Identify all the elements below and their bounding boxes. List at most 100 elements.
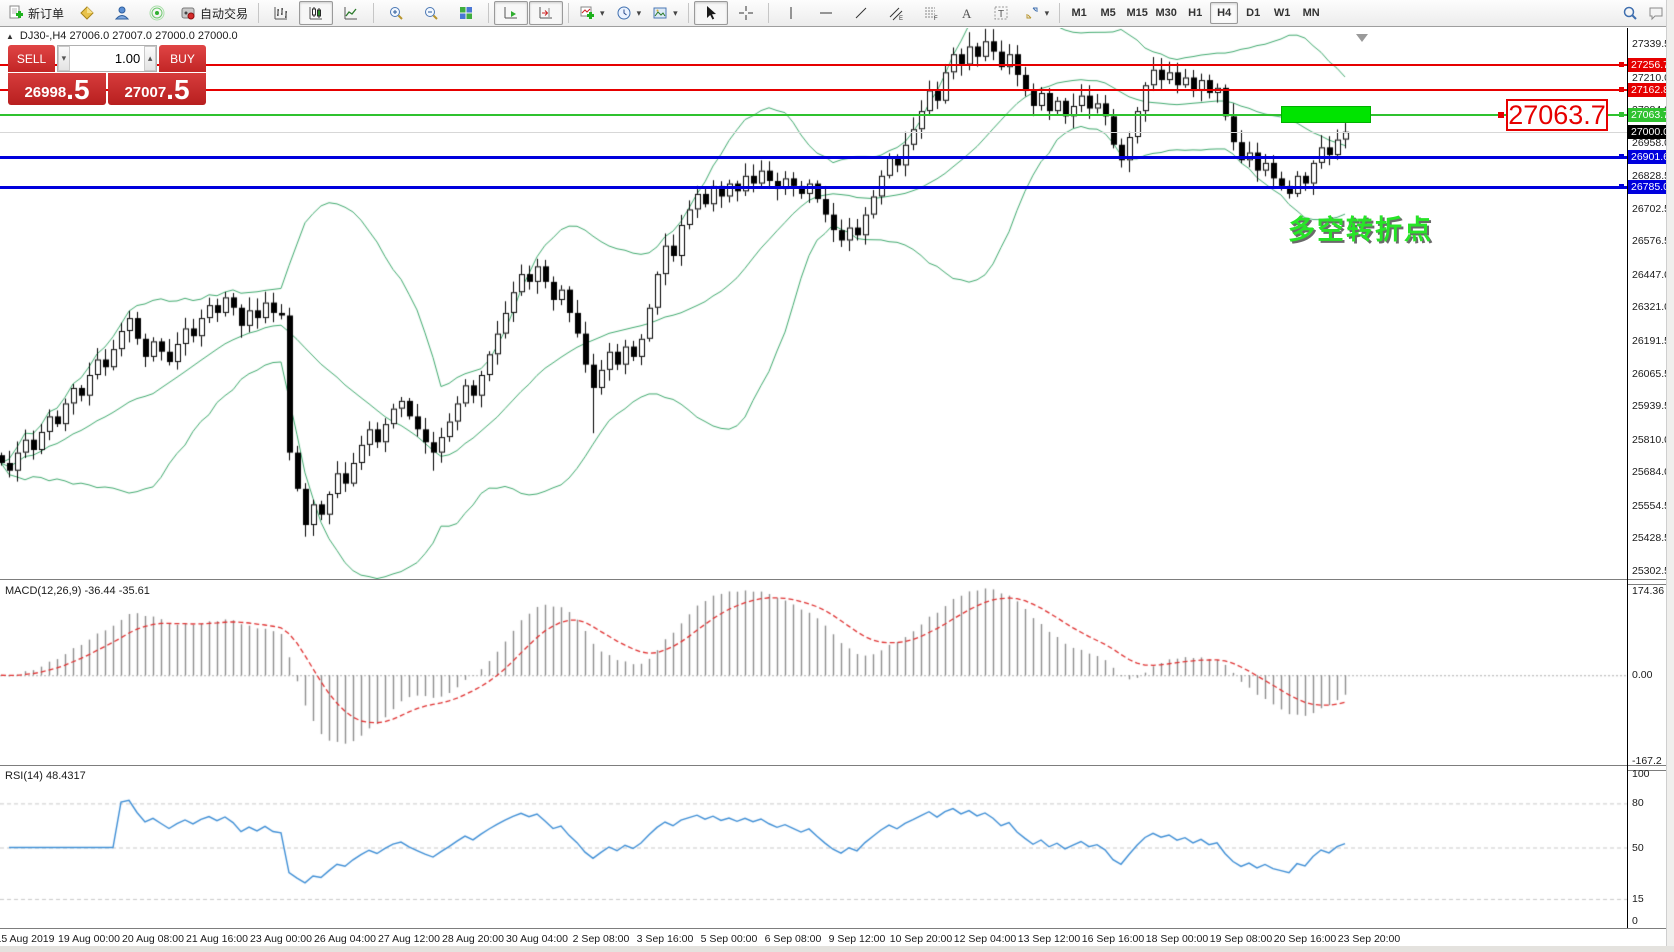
timeframe-button-m30[interactable]: M30	[1155, 7, 1177, 19]
candlestick-chart-button[interactable]	[299, 1, 334, 25]
price-tick-label: -167.2	[1632, 755, 1662, 767]
price-tick-label: 0	[1632, 915, 1638, 927]
trendline-button[interactable]	[844, 1, 878, 25]
vertical-line-button[interactable]	[774, 1, 808, 25]
rsi-label: RSI(14) 48.4317	[5, 770, 86, 782]
volume-increase-button[interactable]: ▴	[144, 46, 156, 71]
price-tick-label: 26702.5	[1632, 203, 1670, 215]
arrows-shapes-icon	[1026, 7, 1038, 19]
supply-zone-rectangle[interactable]	[1281, 106, 1371, 123]
volume-input[interactable]	[69, 46, 145, 71]
turning-point-annotation[interactable]: 多空转折点	[1288, 215, 1433, 245]
price-tick-label: 50	[1632, 842, 1644, 854]
toolbar-separator	[373, 3, 375, 23]
line-handle[interactable]	[1619, 62, 1624, 67]
horizontal-line-button[interactable]	[809, 1, 843, 25]
line-handle[interactable]	[1619, 184, 1624, 189]
time-axis-label: 3 Sep 16:00	[636, 933, 694, 945]
price-tick-label: 80	[1632, 797, 1644, 809]
horizontal-level-line-26785.0[interactable]	[0, 184, 1627, 189]
timeframe-button-m5[interactable]: M5	[1100, 7, 1116, 19]
templates-dropdown[interactable]: ▾	[647, 1, 683, 25]
text-label-button[interactable]: T	[984, 1, 1018, 25]
signals-button[interactable]	[140, 1, 174, 25]
timeframe-button-h1[interactable]: H1	[1188, 7, 1203, 19]
horizontal-level-line-27063.7[interactable]	[0, 112, 1627, 117]
line-handle[interactable]	[1619, 87, 1624, 92]
horizontal-level-line-27162.8[interactable]	[0, 87, 1627, 92]
price-tick-label: 26828.5	[1632, 170, 1670, 182]
caret-down-icon: ▾	[600, 7, 605, 18]
zoom-in-icon	[390, 7, 403, 20]
cursor-button[interactable]	[693, 1, 728, 25]
line-chart-button[interactable]	[334, 1, 368, 25]
price-tick-label: 27210.0	[1632, 72, 1670, 84]
price-label-colored: 27256.7	[1628, 58, 1674, 72]
big-price-callout[interactable]: 27063.7	[1506, 99, 1608, 131]
toolbar-separator	[767, 3, 769, 23]
buy-button[interactable]: BUY	[159, 45, 206, 72]
price-tick-label: 25428.5	[1632, 532, 1670, 544]
sell-button[interactable]: SELL	[8, 45, 55, 72]
line-handle[interactable]	[1619, 154, 1624, 159]
svg-text:A: A	[962, 6, 972, 21]
toolbar-separator	[568, 3, 570, 23]
time-axis-label: 9 Sep 12:00	[828, 933, 886, 945]
volume-decrease-button[interactable]: ▾	[58, 46, 70, 71]
symbol-ohlc-text: DJ30-,H4 27006.0 27007.0 27000.0 27000.0	[19, 30, 238, 42]
zoom-out-button[interactable]	[414, 1, 448, 25]
timeframe-button-h4[interactable]: H4	[1210, 2, 1239, 24]
zoom-in-button[interactable]	[379, 1, 413, 25]
crosshair-icon	[738, 6, 753, 20]
buy-price-pips: .5	[166, 74, 190, 105]
timeframe-button-d1[interactable]: D1	[1246, 7, 1261, 19]
text-button[interactable]: A	[949, 1, 983, 25]
equidistant-channel-button[interactable]: E	[879, 1, 913, 25]
time-axis-label: 21 Aug 16:00	[186, 933, 248, 945]
price-tick-label: 26321.0	[1632, 301, 1670, 313]
timeframe-button-mn[interactable]: MN	[1302, 7, 1320, 19]
new-chart-dropdown[interactable]: ▾	[574, 1, 610, 25]
community-button[interactable]	[105, 1, 139, 25]
autotrading-button[interactable]: 自动交易	[175, 1, 253, 25]
horizontal-level-line-26901.6[interactable]	[0, 154, 1627, 159]
crosshair-button[interactable]	[729, 1, 763, 25]
chart-shift-marker-icon[interactable]	[1356, 34, 1368, 42]
time-axis-label: 30 Aug 04:00	[506, 933, 568, 945]
price-tick-label: 0.00	[1632, 669, 1653, 681]
sell-price-tile[interactable]: 26998.5	[8, 73, 106, 105]
timeframe-button-w1[interactable]: W1	[1273, 7, 1291, 19]
bar-chart-icon	[274, 7, 288, 20]
chat-icon[interactable]	[1648, 5, 1664, 21]
autoscroll-button[interactable]	[494, 1, 529, 25]
rsi-canvas[interactable]	[0, 768, 1627, 928]
text-a-icon: A	[962, 6, 972, 21]
price-tick-label: 15	[1632, 893, 1644, 905]
one-click-trade-panel: SELL ▾ ▴ BUY 26998.5 27007.5	[8, 45, 206, 105]
line-handle[interactable]	[1619, 112, 1624, 117]
chart-shift-icon	[539, 7, 553, 19]
chart-shift-button[interactable]	[529, 1, 564, 25]
timeframe-button-m1[interactable]: M1	[1071, 7, 1087, 19]
horizontal-level-line-27256.7[interactable]	[0, 62, 1627, 67]
buy-price-tile[interactable]: 27007.5	[108, 73, 206, 105]
toolbar-separator	[687, 3, 689, 23]
price-label-colored: 26901.6	[1628, 150, 1674, 164]
periods-dropdown[interactable]: ▾	[611, 1, 647, 25]
macd-canvas[interactable]	[0, 583, 1627, 765]
price-label-colored: 27000.0	[1628, 125, 1674, 139]
price-tick-label: 26958.0	[1632, 137, 1670, 149]
bar-chart-button[interactable]	[264, 1, 298, 25]
arrows-dropdown[interactable]: ▾	[1019, 1, 1055, 25]
search-icon[interactable]	[1622, 5, 1638, 21]
tile-windows-button[interactable]	[449, 1, 483, 25]
collapse-panel-icon[interactable]: ▲	[6, 31, 14, 41]
main-chart-canvas[interactable]	[0, 28, 1627, 579]
timeframe-button-m15[interactable]: M15	[1126, 7, 1148, 19]
time-axis-label: 20 Aug 08:00	[122, 933, 184, 945]
window-right-edge	[1666, 0, 1674, 952]
metaeditor-button[interactable]	[70, 1, 104, 25]
new-order-button[interactable]: 新订单	[3, 1, 69, 25]
fibonacci-button[interactable]: F	[914, 1, 948, 25]
